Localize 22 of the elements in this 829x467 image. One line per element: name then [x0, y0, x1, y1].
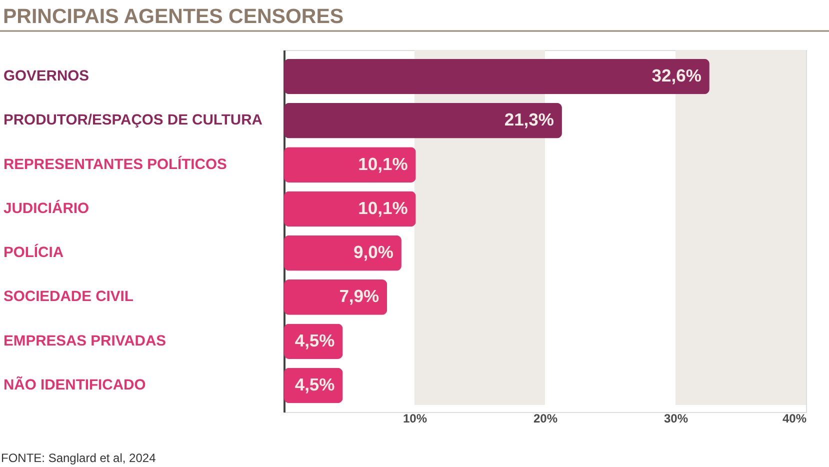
x-tick-label: 30%: [664, 412, 688, 426]
y-tick-label: JUDICIÁRIO: [4, 198, 90, 217]
y-tick-label: SOCIEDADE CIVIL: [4, 289, 134, 306]
y-tick-label: REPRESENTANTES POLÍTICOS: [4, 154, 227, 173]
x-tick-label: 40%: [782, 412, 807, 426]
y-tick-label: POLÍCIA: [4, 243, 64, 262]
data-label: 21,3%: [504, 110, 554, 130]
data-label: 9,0%: [354, 242, 394, 262]
y-tick-label: GOVERNOS: [4, 68, 90, 84]
data-label: 4,5%: [294, 330, 336, 350]
x-tick-label: 20%: [533, 412, 558, 426]
data-label: 10,1%: [358, 198, 408, 218]
data-label: 7,9%: [339, 286, 380, 306]
y-tick-label: NÃO IDENTIFICADO: [4, 376, 146, 394]
data-label: 4,5%: [294, 374, 336, 395]
chart-title: PRINCIPAIS AGENTES CENSORES: [3, 4, 344, 28]
y-tick-label: PRODUTOR/ESPAÇOS DE CULTURA: [4, 112, 263, 129]
data-label: 32,6%: [652, 65, 702, 86]
source-note: FONTE: Sanglard et al, 2024: [1, 451, 156, 465]
data-label: 10,1%: [358, 154, 408, 174]
y-tick-label: EMPRESAS PRIVADAS: [4, 333, 166, 350]
x-tick-label: 10%: [402, 412, 428, 426]
